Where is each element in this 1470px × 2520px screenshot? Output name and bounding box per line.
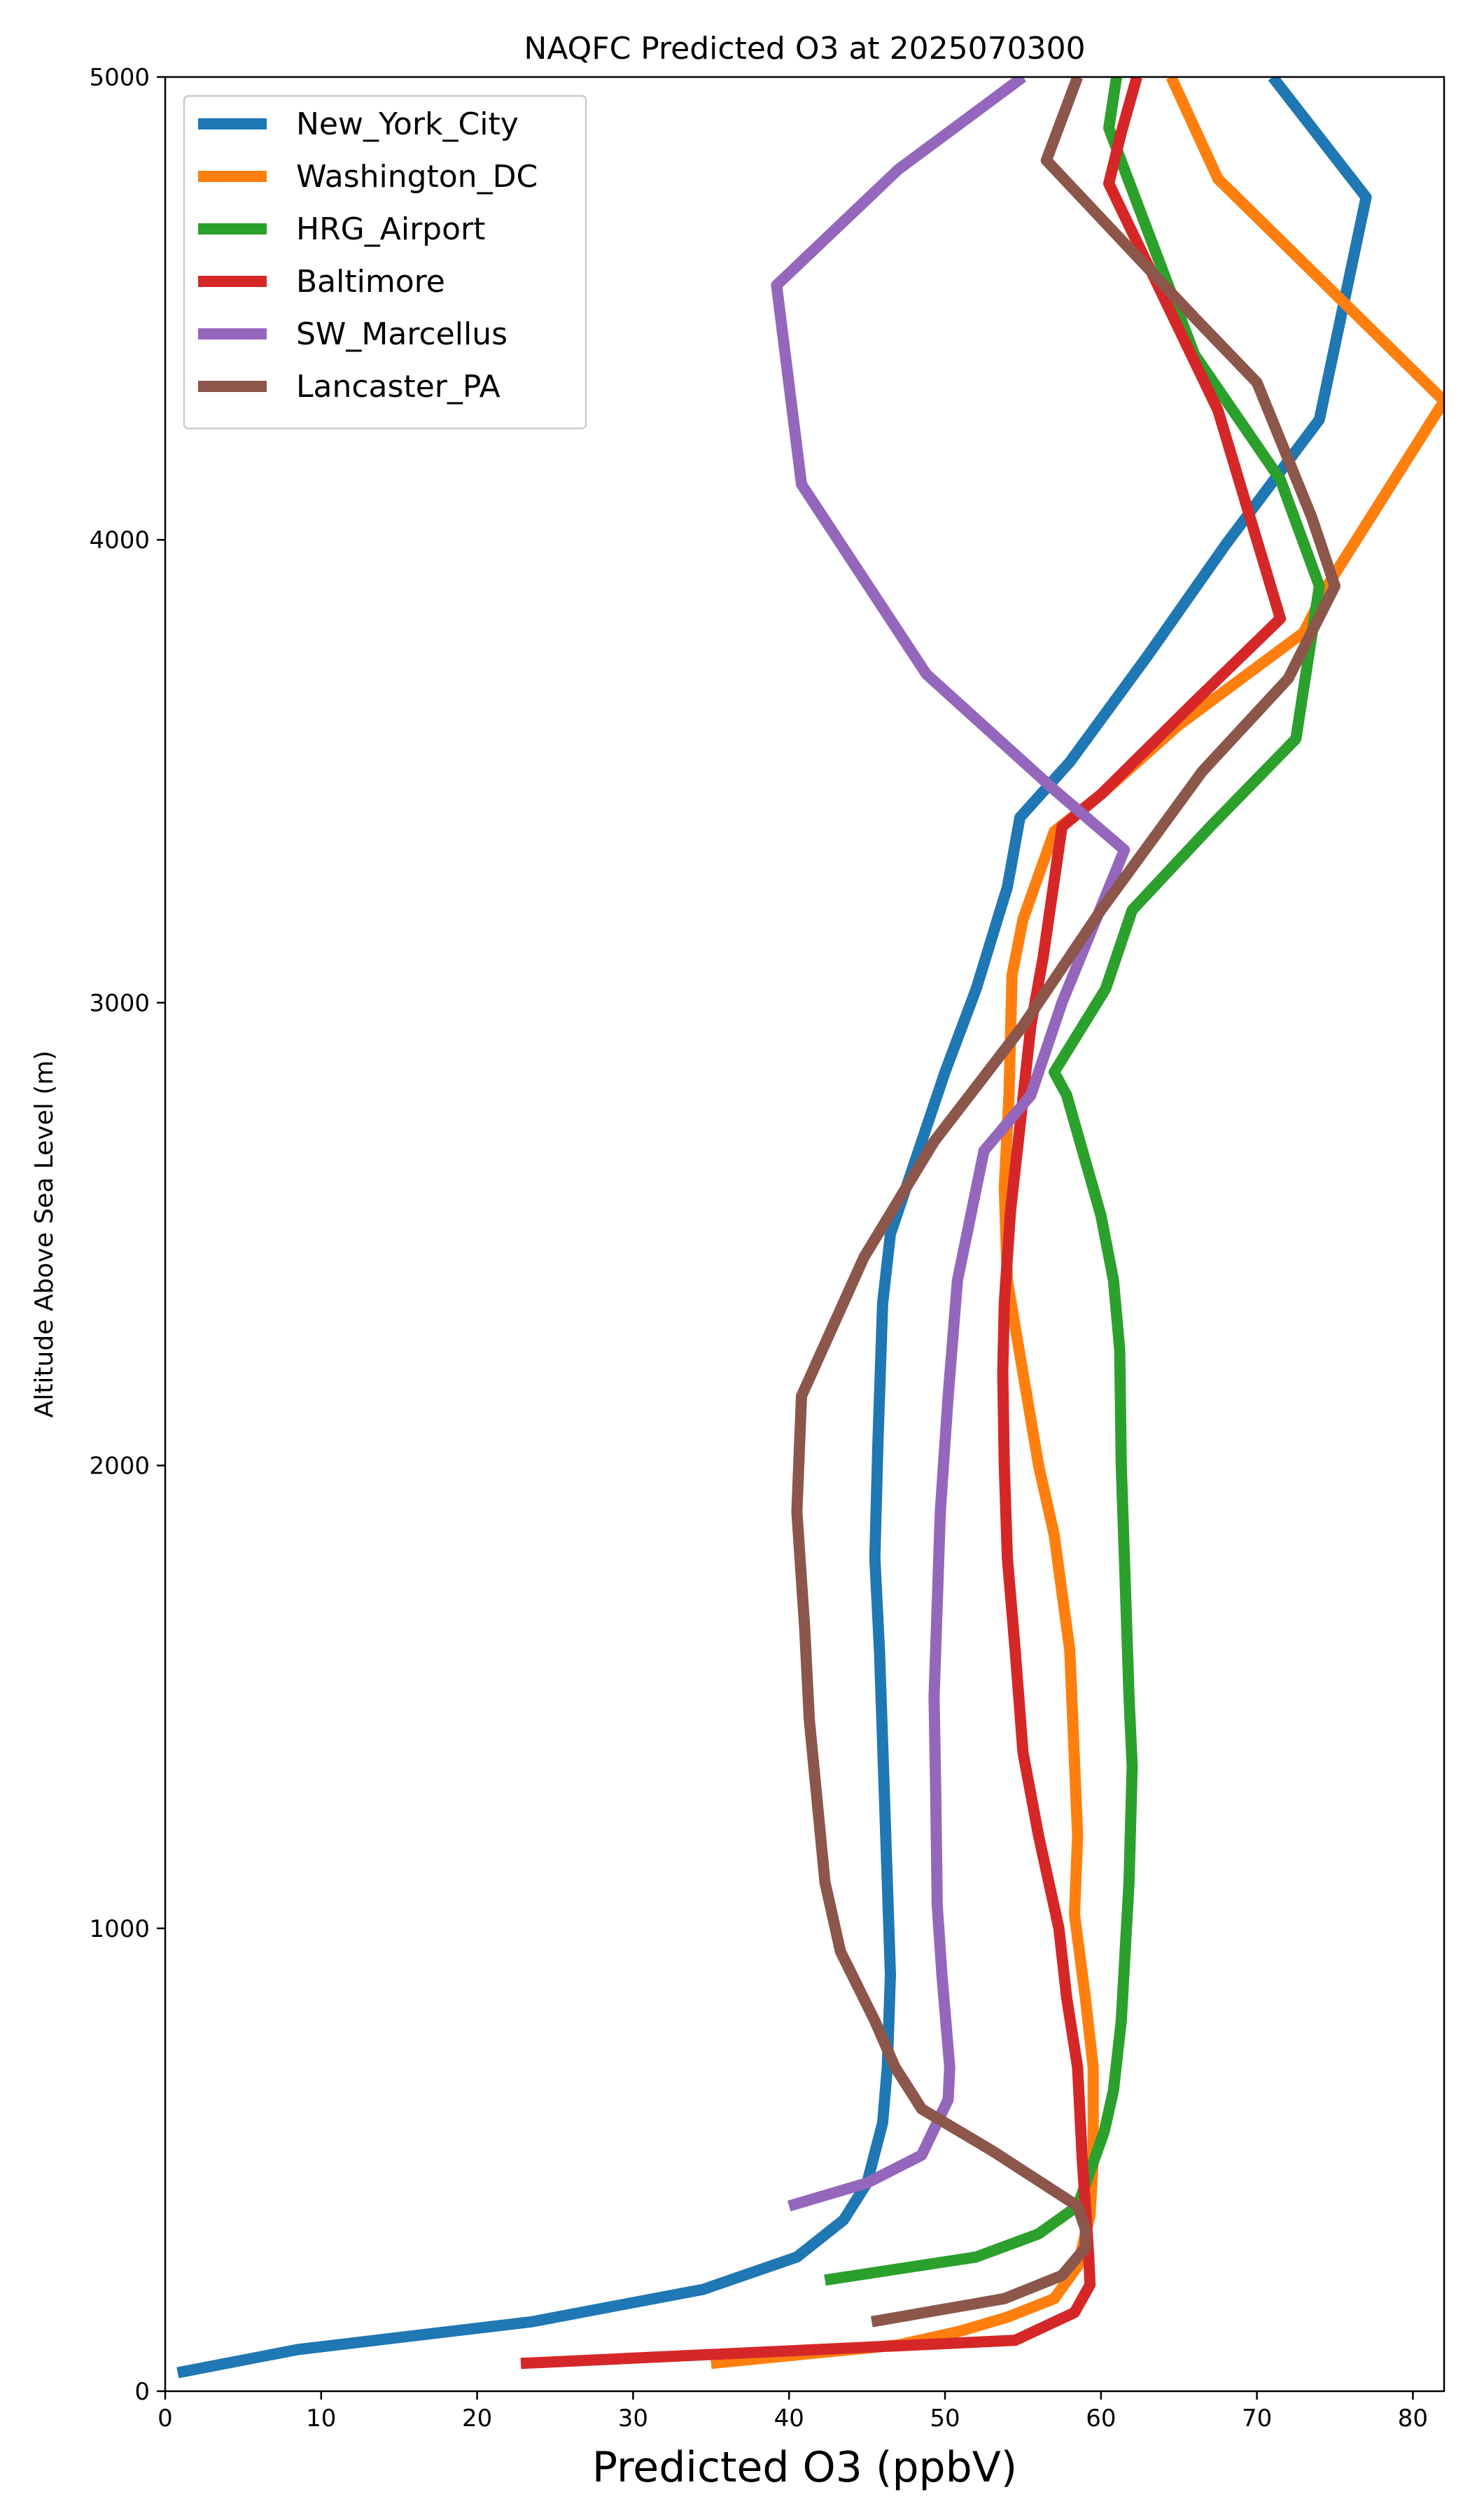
legend-label: Lancaster_PA [296,369,500,405]
legend-label: Baltimore [296,264,445,300]
y-tick-label: 3000 [89,989,150,1017]
legend: New_York_City Washington_DC HRG_Airport Bal… [183,94,587,430]
legend-label: HRG_Airport [296,211,485,247]
y-tick-label: 2000 [89,1452,150,1480]
x-tick-label: 40 [774,2404,804,2432]
legend-label: Washington_DC [296,159,538,195]
y-axis-label: Altitude Above Sea Level (m) [30,1051,59,1418]
x-axis: 0 10 20 30 40 50 60 70 80 [158,2391,1428,2432]
plot-frame [164,76,1446,2393]
x-tick-label: 80 [1398,2404,1428,2432]
legend-label: SW_Marcellus [296,316,507,352]
x-axis-label: Predicted O3 (ppbV) [592,2443,1017,2492]
x-tick-label: 0 [158,2404,173,2432]
series-line-new-york-city [176,77,1372,2379]
x-tick-label: 70 [1242,2404,1272,2432]
series-line-sw-marcellus [771,77,1130,2212]
x-tick-label: 10 [306,2404,336,2432]
y-tick-label: 5000 [89,64,150,92]
x-tick-label: 20 [462,2404,492,2432]
y-tick-label: 0 [134,2378,150,2406]
series-line-washington-dc [710,77,1444,2370]
legend-label: New_York_City [296,106,519,142]
legend-box [183,94,587,430]
y-tick-label: 4000 [89,526,150,554]
x-tick-label: 60 [1086,2404,1116,2432]
series-line-hrg-airport [824,77,1325,2286]
x-tick-label: 30 [618,2404,648,2432]
y-tick-label: 1000 [89,1915,150,1943]
y-axis: 0 1000 2000 3000 4000 5000 [89,64,165,2406]
series-line-baltimore [520,77,1287,2370]
series-layer [176,77,1444,2379]
chart-title: NAQFC Predicted O3 at 2025070300 [524,31,1085,66]
x-tick-label: 50 [930,2404,960,2432]
series-line-lancaster-pa [791,77,1340,2328]
